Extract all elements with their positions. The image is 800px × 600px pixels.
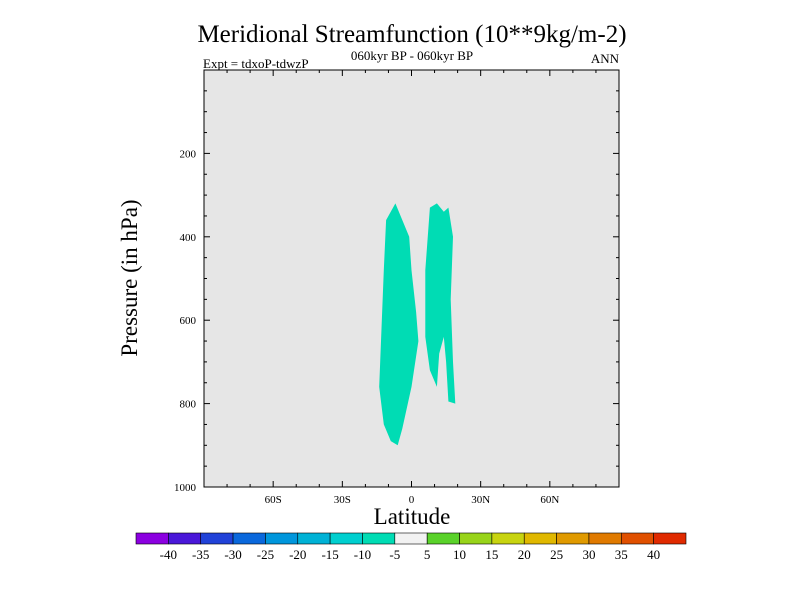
contour-region-1 (379, 203, 419, 446)
contour-region-2 (425, 203, 456, 404)
colorbar-label: -35 (192, 547, 209, 562)
x-tick-label: 60S (265, 494, 282, 506)
colorbar-label: 20 (518, 547, 531, 562)
colorbar-swatch (491, 532, 525, 545)
colorbar-swatch (620, 532, 654, 545)
colorbar-swatch (556, 532, 590, 545)
colorbar-label: -10 (354, 547, 371, 562)
colorbar-label: 30 (582, 547, 595, 562)
colorbar-label: 5 (424, 547, 431, 562)
y-tick-label: 200 (180, 148, 197, 160)
colorbar-label: 10 (453, 547, 466, 562)
colorbar-swatch (459, 532, 493, 545)
colorbar-label: 40 (647, 547, 660, 562)
chart-subtitle-right: ANN (591, 51, 620, 66)
colorbar-swatch (588, 532, 622, 545)
colorbar-label: -20 (289, 547, 306, 562)
colorbar-swatch (168, 532, 202, 545)
colorbar-label: -15 (321, 547, 338, 562)
axis-ticks: 60S 30S 0 30N 60N 200 400 600 800 1000 (174, 70, 619, 506)
y-tick-label: 800 (180, 399, 197, 411)
colorbar-swatch (200, 532, 234, 545)
y-tick-label: 600 (180, 315, 197, 327)
colorbar-label: 25 (550, 547, 563, 562)
colorbar-label: -5 (389, 547, 400, 562)
colorbar-swatch (265, 532, 299, 545)
chart-subtitle-left: Expt = tdxoP-tdwzP (203, 56, 309, 71)
colorbar-label: -40 (160, 547, 177, 562)
y-axis-label: Pressure (in hPa) (117, 199, 142, 356)
colorbar-label: -30 (224, 547, 241, 562)
colorbar-swatch (653, 532, 687, 545)
colorbar-swatch (232, 532, 266, 545)
colorbar-swatch (135, 532, 169, 545)
contour-regions (379, 203, 456, 446)
colorbar-label: 15 (485, 547, 498, 562)
chart-subtitle-center: 060kyr BP - 060kyr BP (351, 48, 473, 63)
colorbar-label: 35 (615, 547, 628, 562)
y-tick-label: 1000 (174, 482, 197, 494)
colorbar-swatch (426, 532, 460, 545)
colorbar-label: -25 (257, 547, 274, 562)
colorbar-swatch (362, 532, 396, 545)
colorbar-swatch (297, 532, 331, 545)
x-tick-label: 60N (540, 494, 559, 506)
colorbar-swatch (329, 532, 363, 545)
colorbar-swatch (523, 532, 557, 545)
chart-title: Meridional Streamfunction (10**9kg/m-2) (197, 21, 626, 48)
x-axis-label: Latitude (374, 504, 451, 529)
x-tick-label: 0 (409, 494, 415, 506)
colorbar-swatch (394, 532, 428, 545)
colorbar: -40 -35 -30 -25 -20 -15 -10 -5 5 10 15 20 25 30 35 40 (135, 532, 687, 562)
x-tick-label: 30S (334, 494, 351, 506)
y-tick-label: 400 (180, 232, 197, 244)
x-tick-label: 30N (471, 494, 490, 506)
